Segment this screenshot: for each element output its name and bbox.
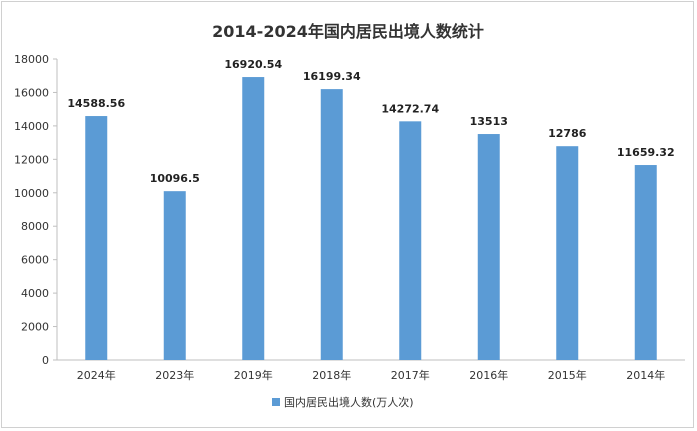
y-tick-label: 16000: [14, 86, 49, 99]
bar: [556, 146, 579, 360]
legend-label: 国内居民出境人数(万人次): [284, 395, 414, 409]
data-label: 16199.34: [303, 70, 361, 83]
y-tick-label: 4000: [21, 287, 49, 300]
y-tick-label: 14000: [14, 120, 49, 133]
x-tick-label: 2015年: [548, 368, 587, 382]
bar: [85, 116, 108, 360]
x-tick-label: 2014年: [626, 368, 665, 382]
y-tick-label: 0: [42, 354, 49, 367]
bar: [320, 89, 343, 361]
x-tick-label: 2017年: [391, 368, 430, 382]
data-label: 11659.32: [617, 146, 675, 159]
bar: [242, 77, 265, 361]
y-tick-label: 18000: [14, 53, 49, 66]
legend-swatch: [272, 398, 280, 406]
y-tick-label: 8000: [21, 220, 49, 233]
x-axis: 2024年 2023年 2019年 2018年 2017年 2016年 2015年 2014年: [57, 359, 685, 382]
y-tick-label: 12000: [14, 153, 49, 166]
x-tick-label: 2018年: [312, 368, 351, 382]
y-tick-label: 2000: [21, 321, 49, 334]
data-label: 13513: [470, 115, 508, 128]
data-label: 16920.54: [224, 58, 282, 71]
data-label: 14588.56: [67, 97, 125, 110]
x-tick-label: 2019年: [234, 368, 273, 382]
bar: [163, 191, 186, 360]
x-tick-label: 2024年: [77, 368, 116, 382]
y-axis: 0 2000 4000 6000 8000 10000 12000 14000 16000 180…: [14, 53, 58, 367]
data-label: 12786: [548, 127, 587, 140]
y-tick-label: 10000: [14, 187, 49, 200]
x-tick-label: 2023年: [155, 368, 194, 382]
data-labels: 14588.56 10096.5 16920.54 16199.34 14272.74 1…: [67, 58, 674, 185]
legend: 国内居民出境人数(万人次): [272, 395, 414, 409]
y-tick-label: 6000: [21, 254, 49, 267]
bar: [399, 121, 422, 361]
bars: [85, 77, 657, 361]
chart-title: 2014-2024年国内居民出境人数统计: [212, 22, 484, 41]
bar: [477, 134, 500, 360]
data-label: 10096.5: [150, 172, 200, 185]
data-label: 14272.74: [381, 102, 439, 115]
bar: [634, 165, 657, 360]
x-tick-label: 2016年: [469, 368, 508, 382]
